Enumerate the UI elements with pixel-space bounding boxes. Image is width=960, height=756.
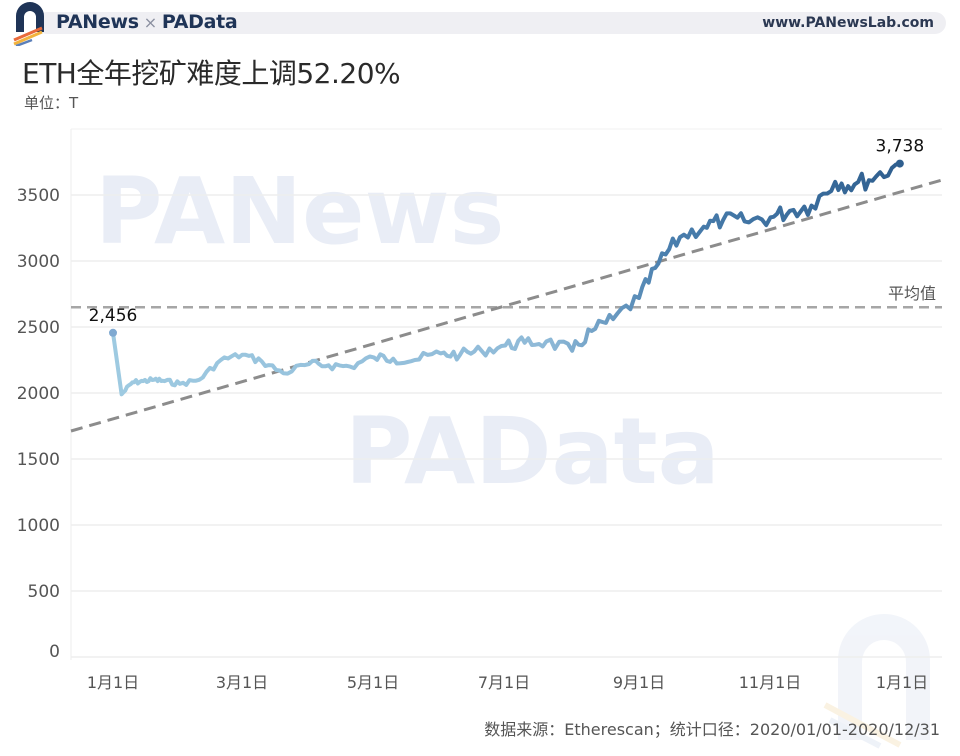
difficulty-line — [111, 161, 902, 397]
end-value-label: 3,738 — [876, 137, 925, 157]
panews-logo-icon — [13, 2, 44, 46]
chart-title: ETH全年挖矿难度上调52.20% — [22, 57, 401, 90]
start-point-marker — [109, 328, 117, 337]
y-tick-label: 1500 — [17, 450, 60, 470]
x-tick-label: 11月1日 — [739, 673, 802, 692]
x-tick-label: 5月1日 — [347, 673, 399, 692]
y-axis-labels: 0 500 1000 1500 2000 2500 3000 3500 — [17, 186, 60, 662]
y-tick-label: 3000 — [17, 252, 60, 272]
y-tick-label: 2000 — [17, 384, 60, 404]
site-url: www.PANewsLab.com — [762, 15, 934, 31]
y-tick-label: 3500 — [17, 186, 60, 206]
brand-right: PAData — [161, 11, 238, 33]
watermark-panews: PANews — [95, 158, 504, 265]
unit-label: 单位：T — [24, 94, 79, 112]
y-tick-label: 0 — [49, 642, 60, 662]
end-point-marker — [895, 159, 904, 168]
average-label: 平均值 — [888, 284, 936, 303]
y-tick-label: 2500 — [17, 318, 60, 338]
watermark-padata: PAData — [345, 398, 720, 505]
x-tick-label: 3月1日 — [216, 673, 268, 692]
x-axis-labels: 1月1日 3月1日 5月1日 7月1日 9月1日 11月1日 1月1日 — [87, 673, 928, 692]
watermark-logo-icon — [823, 614, 930, 749]
brand-left: PANews — [56, 11, 139, 33]
chart-grid — [71, 128, 942, 658]
y-tick-label: 500 — [28, 582, 60, 602]
start-value-label: 2,456 — [89, 306, 138, 326]
y-tick-label: 1000 — [17, 516, 60, 536]
brand-separator: × — [143, 13, 157, 32]
data-source-footer: 数据来源：Etherescan；统计口径：2020/01/01-2020/12/… — [484, 720, 940, 739]
x-tick-label: 1月1日 — [87, 673, 139, 692]
x-tick-label: 1月1日 — [876, 673, 928, 692]
brand-title: PANews × PAData — [56, 11, 238, 33]
header-bar — [36, 12, 946, 34]
x-tick-label: 7月1日 — [478, 673, 530, 692]
x-tick-label: 9月1日 — [613, 673, 665, 692]
